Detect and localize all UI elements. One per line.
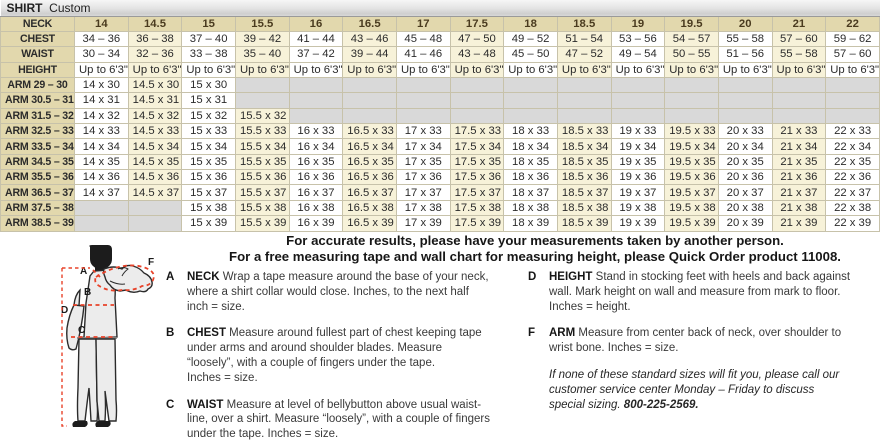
svg-text:B: B: [84, 287, 91, 298]
svg-text:F: F: [148, 257, 154, 268]
svg-text:C: C: [78, 325, 85, 336]
